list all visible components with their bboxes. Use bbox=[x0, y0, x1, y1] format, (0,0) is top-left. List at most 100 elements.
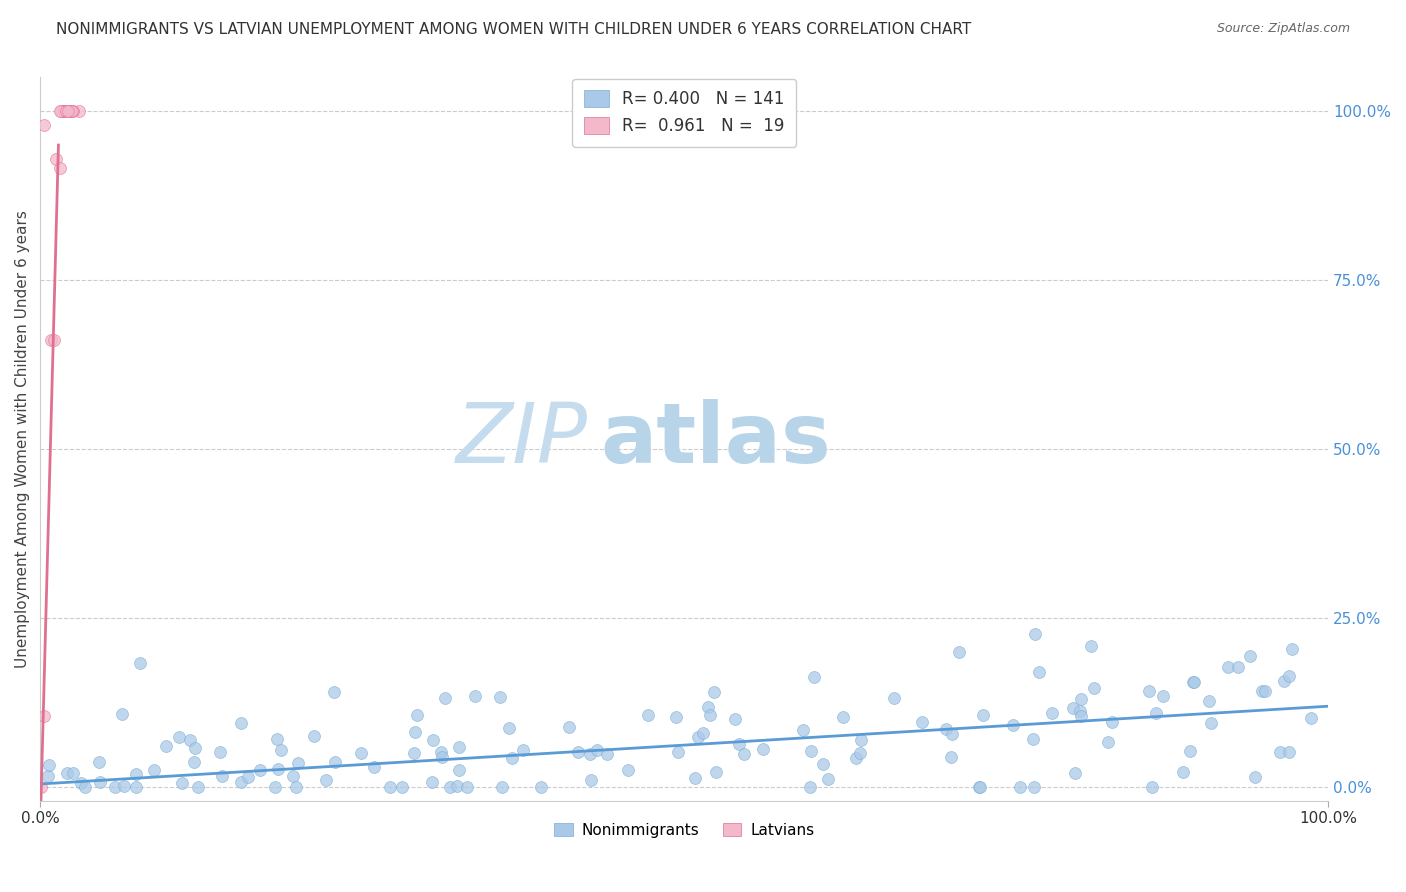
Point bbox=[231, 716, 253, 731]
Point bbox=[104, 780, 127, 795]
Point bbox=[446, 779, 468, 793]
Point bbox=[1010, 780, 1032, 795]
Point bbox=[52, 104, 75, 119]
Point bbox=[1198, 694, 1220, 708]
Point bbox=[184, 740, 207, 755]
Point bbox=[665, 710, 688, 724]
Point bbox=[1226, 659, 1249, 673]
Point bbox=[491, 780, 513, 795]
Point bbox=[1022, 732, 1045, 747]
Point bbox=[1080, 639, 1102, 653]
Point bbox=[910, 714, 932, 729]
Point bbox=[1022, 780, 1045, 795]
Point bbox=[449, 764, 471, 778]
Point bbox=[948, 645, 970, 659]
Y-axis label: Unemployment Among Women with Children Under 6 years: Unemployment Among Women with Children U… bbox=[15, 211, 30, 668]
Point bbox=[883, 690, 905, 705]
Point bbox=[315, 772, 337, 787]
Point bbox=[30, 780, 52, 795]
Point bbox=[456, 780, 478, 795]
Point bbox=[236, 770, 259, 784]
Point bbox=[967, 780, 990, 795]
Point bbox=[1070, 692, 1092, 706]
Point bbox=[211, 768, 233, 782]
Point bbox=[637, 708, 659, 723]
Point bbox=[267, 762, 290, 776]
Point bbox=[402, 747, 425, 761]
Point bbox=[405, 708, 427, 723]
Point bbox=[799, 780, 821, 795]
Point bbox=[55, 104, 77, 119]
Point bbox=[733, 747, 755, 761]
Point bbox=[37, 769, 59, 783]
Point bbox=[56, 104, 79, 119]
Point bbox=[699, 708, 721, 723]
Point bbox=[143, 763, 166, 777]
Point bbox=[941, 727, 963, 741]
Point bbox=[323, 684, 346, 698]
Point bbox=[1178, 744, 1201, 758]
Point bbox=[1152, 690, 1174, 704]
Point bbox=[792, 723, 814, 738]
Point bbox=[685, 771, 707, 785]
Point bbox=[1140, 780, 1163, 795]
Point bbox=[692, 726, 714, 740]
Point bbox=[45, 152, 67, 166]
Point bbox=[1069, 704, 1091, 718]
Point bbox=[449, 740, 471, 755]
Point bbox=[34, 709, 56, 723]
Point bbox=[501, 751, 523, 765]
Point bbox=[266, 732, 288, 747]
Point bbox=[430, 745, 453, 759]
Point bbox=[1171, 764, 1194, 779]
Point bbox=[616, 763, 638, 777]
Point bbox=[183, 756, 205, 770]
Point bbox=[363, 760, 385, 774]
Point bbox=[567, 745, 589, 759]
Point bbox=[59, 104, 82, 119]
Point bbox=[1040, 706, 1063, 721]
Point bbox=[49, 104, 72, 119]
Point bbox=[249, 763, 271, 777]
Point bbox=[111, 707, 134, 722]
Point bbox=[62, 104, 84, 119]
Point bbox=[1144, 706, 1167, 720]
Point bbox=[422, 732, 444, 747]
Point bbox=[1028, 665, 1050, 679]
Text: ZIP: ZIP bbox=[456, 399, 588, 480]
Point bbox=[832, 709, 855, 723]
Point bbox=[464, 690, 486, 704]
Point bbox=[87, 755, 110, 769]
Text: NONIMMIGRANTS VS LATVIAN UNEMPLOYMENT AMONG WOMEN WITH CHILDREN UNDER 6 YEARS CO: NONIMMIGRANTS VS LATVIAN UNEMPLOYMENT AM… bbox=[56, 22, 972, 37]
Point bbox=[281, 769, 304, 783]
Point bbox=[1201, 715, 1223, 730]
Point bbox=[430, 750, 453, 764]
Point bbox=[596, 747, 619, 762]
Point bbox=[60, 104, 83, 119]
Point bbox=[1278, 745, 1301, 759]
Point bbox=[52, 104, 75, 119]
Point bbox=[323, 755, 346, 769]
Point bbox=[1253, 684, 1275, 698]
Point bbox=[1083, 681, 1105, 695]
Point bbox=[579, 773, 602, 788]
Point bbox=[1137, 684, 1160, 698]
Point bbox=[67, 104, 90, 119]
Point bbox=[42, 333, 65, 347]
Point bbox=[1070, 709, 1092, 723]
Point bbox=[48, 161, 70, 176]
Point bbox=[128, 657, 150, 671]
Point bbox=[688, 730, 710, 744]
Point bbox=[53, 104, 76, 119]
Point bbox=[530, 780, 553, 795]
Point bbox=[1301, 711, 1323, 725]
Point bbox=[285, 780, 308, 795]
Point bbox=[32, 118, 55, 132]
Point bbox=[302, 729, 325, 743]
Point bbox=[49, 104, 72, 119]
Point bbox=[512, 743, 534, 757]
Point bbox=[697, 699, 720, 714]
Point bbox=[155, 739, 177, 754]
Point bbox=[41, 333, 63, 347]
Point bbox=[800, 744, 823, 758]
